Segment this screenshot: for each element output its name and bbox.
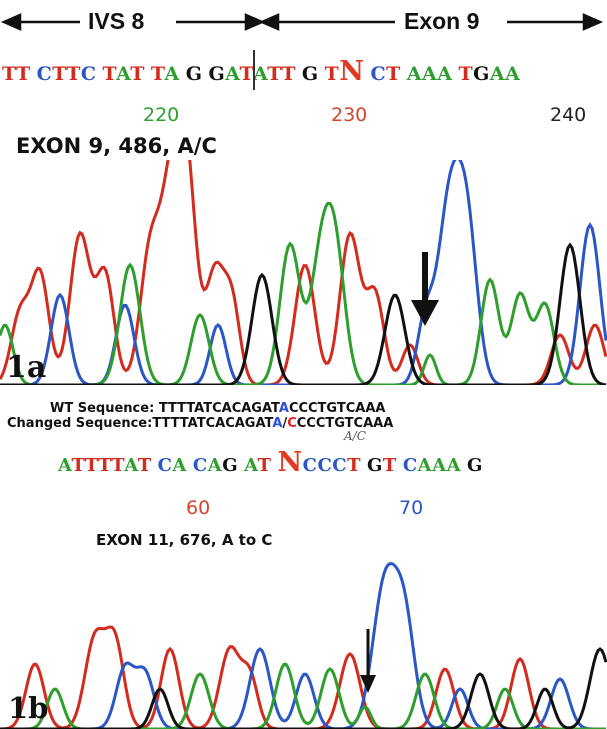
- base-call: A: [421, 63, 438, 85]
- position-70: 70: [399, 497, 424, 519]
- chromatogram: [0, 562, 607, 729]
- base-call: G: [367, 455, 383, 476]
- changed-suffix: CCCTGTCAAA: [296, 416, 394, 431]
- changed-prefix: TTTTATCACAGAT: [152, 416, 273, 431]
- base-call: C: [402, 455, 418, 476]
- trace-T: [0, 160, 607, 385]
- base-call: T: [324, 63, 340, 85]
- base-call: G: [473, 63, 490, 85]
- base-call: A: [172, 455, 187, 476]
- base-call: G: [467, 455, 483, 476]
- base-call: T: [150, 63, 165, 85]
- trace-A: [0, 201, 606, 385]
- base-call: C: [302, 455, 318, 476]
- trace-C: [0, 562, 606, 729]
- wt-sequence-line: WT Sequence: TTTTATCACAGATACCCTGTCAAA: [50, 401, 385, 416]
- base-call: T: [386, 63, 401, 85]
- base-call: T: [98, 455, 112, 476]
- base-call: A: [489, 63, 506, 85]
- wt-suffix: CCCTGTCAAA: [288, 401, 386, 416]
- base-call: T: [257, 455, 272, 476]
- base-call: A: [58, 455, 72, 476]
- base-call: A: [417, 455, 433, 476]
- position-220: 220: [143, 104, 180, 126]
- wt-prefix: TTTTATCACAGAT: [158, 401, 279, 416]
- base-call: C: [317, 455, 333, 476]
- base-call: T: [347, 455, 362, 476]
- position-230: 230: [331, 104, 368, 126]
- base-call: T: [267, 63, 282, 85]
- base-call: T: [239, 63, 254, 85]
- mutation-caption: EXON 11, 676, A to C: [96, 531, 273, 549]
- mutation-arrow: [360, 629, 376, 693]
- base-call: T: [2, 63, 16, 85]
- base-call: T: [52, 63, 67, 85]
- base-call: C: [370, 63, 387, 85]
- trace-G: [0, 647, 607, 729]
- call-note: A/C: [344, 429, 366, 443]
- boundary-line: [253, 50, 255, 90]
- base-call: G: [208, 63, 226, 85]
- base-call: A: [505, 63, 521, 85]
- base-call: T: [102, 63, 117, 85]
- base-call: T: [130, 63, 145, 85]
- base-call: C: [80, 63, 97, 85]
- base-call: A: [116, 63, 131, 85]
- position-240: 240: [550, 104, 587, 126]
- base-call: T: [137, 455, 152, 476]
- base-call: A: [432, 455, 447, 476]
- base-call: A: [124, 455, 138, 476]
- base-call: A: [446, 455, 462, 476]
- base-call: T: [71, 455, 85, 476]
- changed-highlight-a: A: [272, 416, 283, 431]
- mutation-arrow: [411, 252, 439, 326]
- exon-label: Exon 9: [404, 8, 480, 34]
- position-60: 60: [186, 497, 211, 519]
- base-call: G: [301, 63, 319, 85]
- base-call-sequence: ATTTTAT CA CAG AT NCCCT GT CAAA G: [58, 447, 483, 478]
- trace-T: [0, 625, 606, 729]
- changed-highlight-c: C: [287, 416, 297, 431]
- ambiguous-base-call: N: [277, 447, 303, 478]
- base-call-sequence: TT CTTC TAT TA G GATATT G TN CT AAA TGAA: [2, 56, 520, 87]
- base-call: T: [84, 455, 99, 476]
- panel-label: 1b: [8, 691, 49, 725]
- base-call: T: [111, 455, 125, 476]
- chromatogram: [0, 160, 607, 385]
- base-call: A: [437, 63, 453, 85]
- base-call: A: [225, 63, 240, 85]
- intron-label: IVS 8: [88, 8, 145, 34]
- ambiguous-base-call: N: [339, 56, 365, 87]
- wt-highlight: A: [278, 401, 289, 416]
- base-call: C: [36, 63, 53, 85]
- region-arrows: [0, 13, 604, 31]
- base-call: A: [253, 63, 268, 85]
- base-call: C: [332, 455, 348, 476]
- panel-separator: [0, 385, 607, 395]
- base-call: T: [382, 455, 397, 476]
- base-call: A: [406, 63, 422, 85]
- base-call: T: [66, 63, 81, 85]
- base-call: G: [185, 63, 203, 85]
- base-call: C: [157, 455, 173, 476]
- base-call: T: [458, 63, 474, 85]
- base-call: T: [15, 63, 31, 85]
- changed-sequence-line: Changed Sequence:TTTTATCACAGATA/CCCCTGTC…: [7, 416, 393, 431]
- base-call: A: [207, 455, 223, 476]
- base-call: A: [164, 63, 180, 85]
- panel-label: 1a: [6, 350, 47, 385]
- changed-separator: /: [282, 416, 288, 431]
- panel-1b: WT Sequence: TTTTATCACAGATACCCTGTCAAA Ch…: [0, 395, 607, 729]
- wt-label: WT Sequence:: [50, 401, 155, 416]
- base-call: T: [281, 63, 296, 85]
- changed-label: Changed Sequence:: [7, 416, 153, 431]
- panel-1a: IVS 8 Exon 9 TT CTTC TAT TA G GATATT G TN CT AAA T…: [0, 8, 607, 385]
- base-call: G: [222, 455, 239, 476]
- base-call: A: [244, 455, 258, 476]
- mutation-caption: EXON 9, 486, A/C: [16, 134, 217, 158]
- base-call: C: [192, 455, 208, 476]
- trace-A: [0, 662, 606, 729]
